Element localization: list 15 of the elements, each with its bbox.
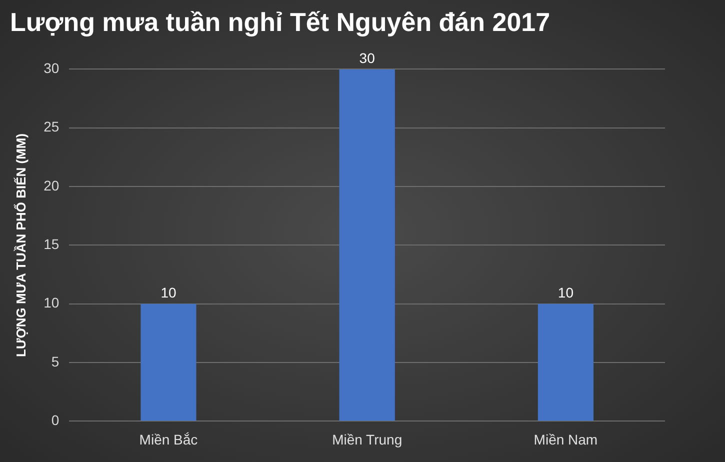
y-tick-label: 0	[51, 412, 60, 428]
x-tick-label: Miền Nam	[534, 431, 598, 448]
x-tick-label: Miền Bắc	[139, 431, 198, 448]
data-label: 10	[160, 284, 176, 301]
data-label: 30	[359, 50, 376, 66]
y-tick-label: 20	[44, 177, 60, 194]
x-tick-label: Miền Trung	[332, 431, 402, 448]
y-tick-label: 15	[44, 236, 60, 252]
y-tick-label: 25	[44, 118, 60, 135]
y-tick-label: 10	[44, 294, 60, 311]
y-axis-title: LƯỢNG MƯA TUẦN PHỔ BIẾN (MM)	[13, 133, 28, 357]
y-tick-label: 5	[51, 353, 60, 370]
data-label: 10	[558, 284, 574, 301]
y-tick-label: 30	[44, 60, 60, 76]
chart-title: Lượng mưa tuần nghỉ Tết Nguyên đán 2017	[10, 6, 550, 37]
